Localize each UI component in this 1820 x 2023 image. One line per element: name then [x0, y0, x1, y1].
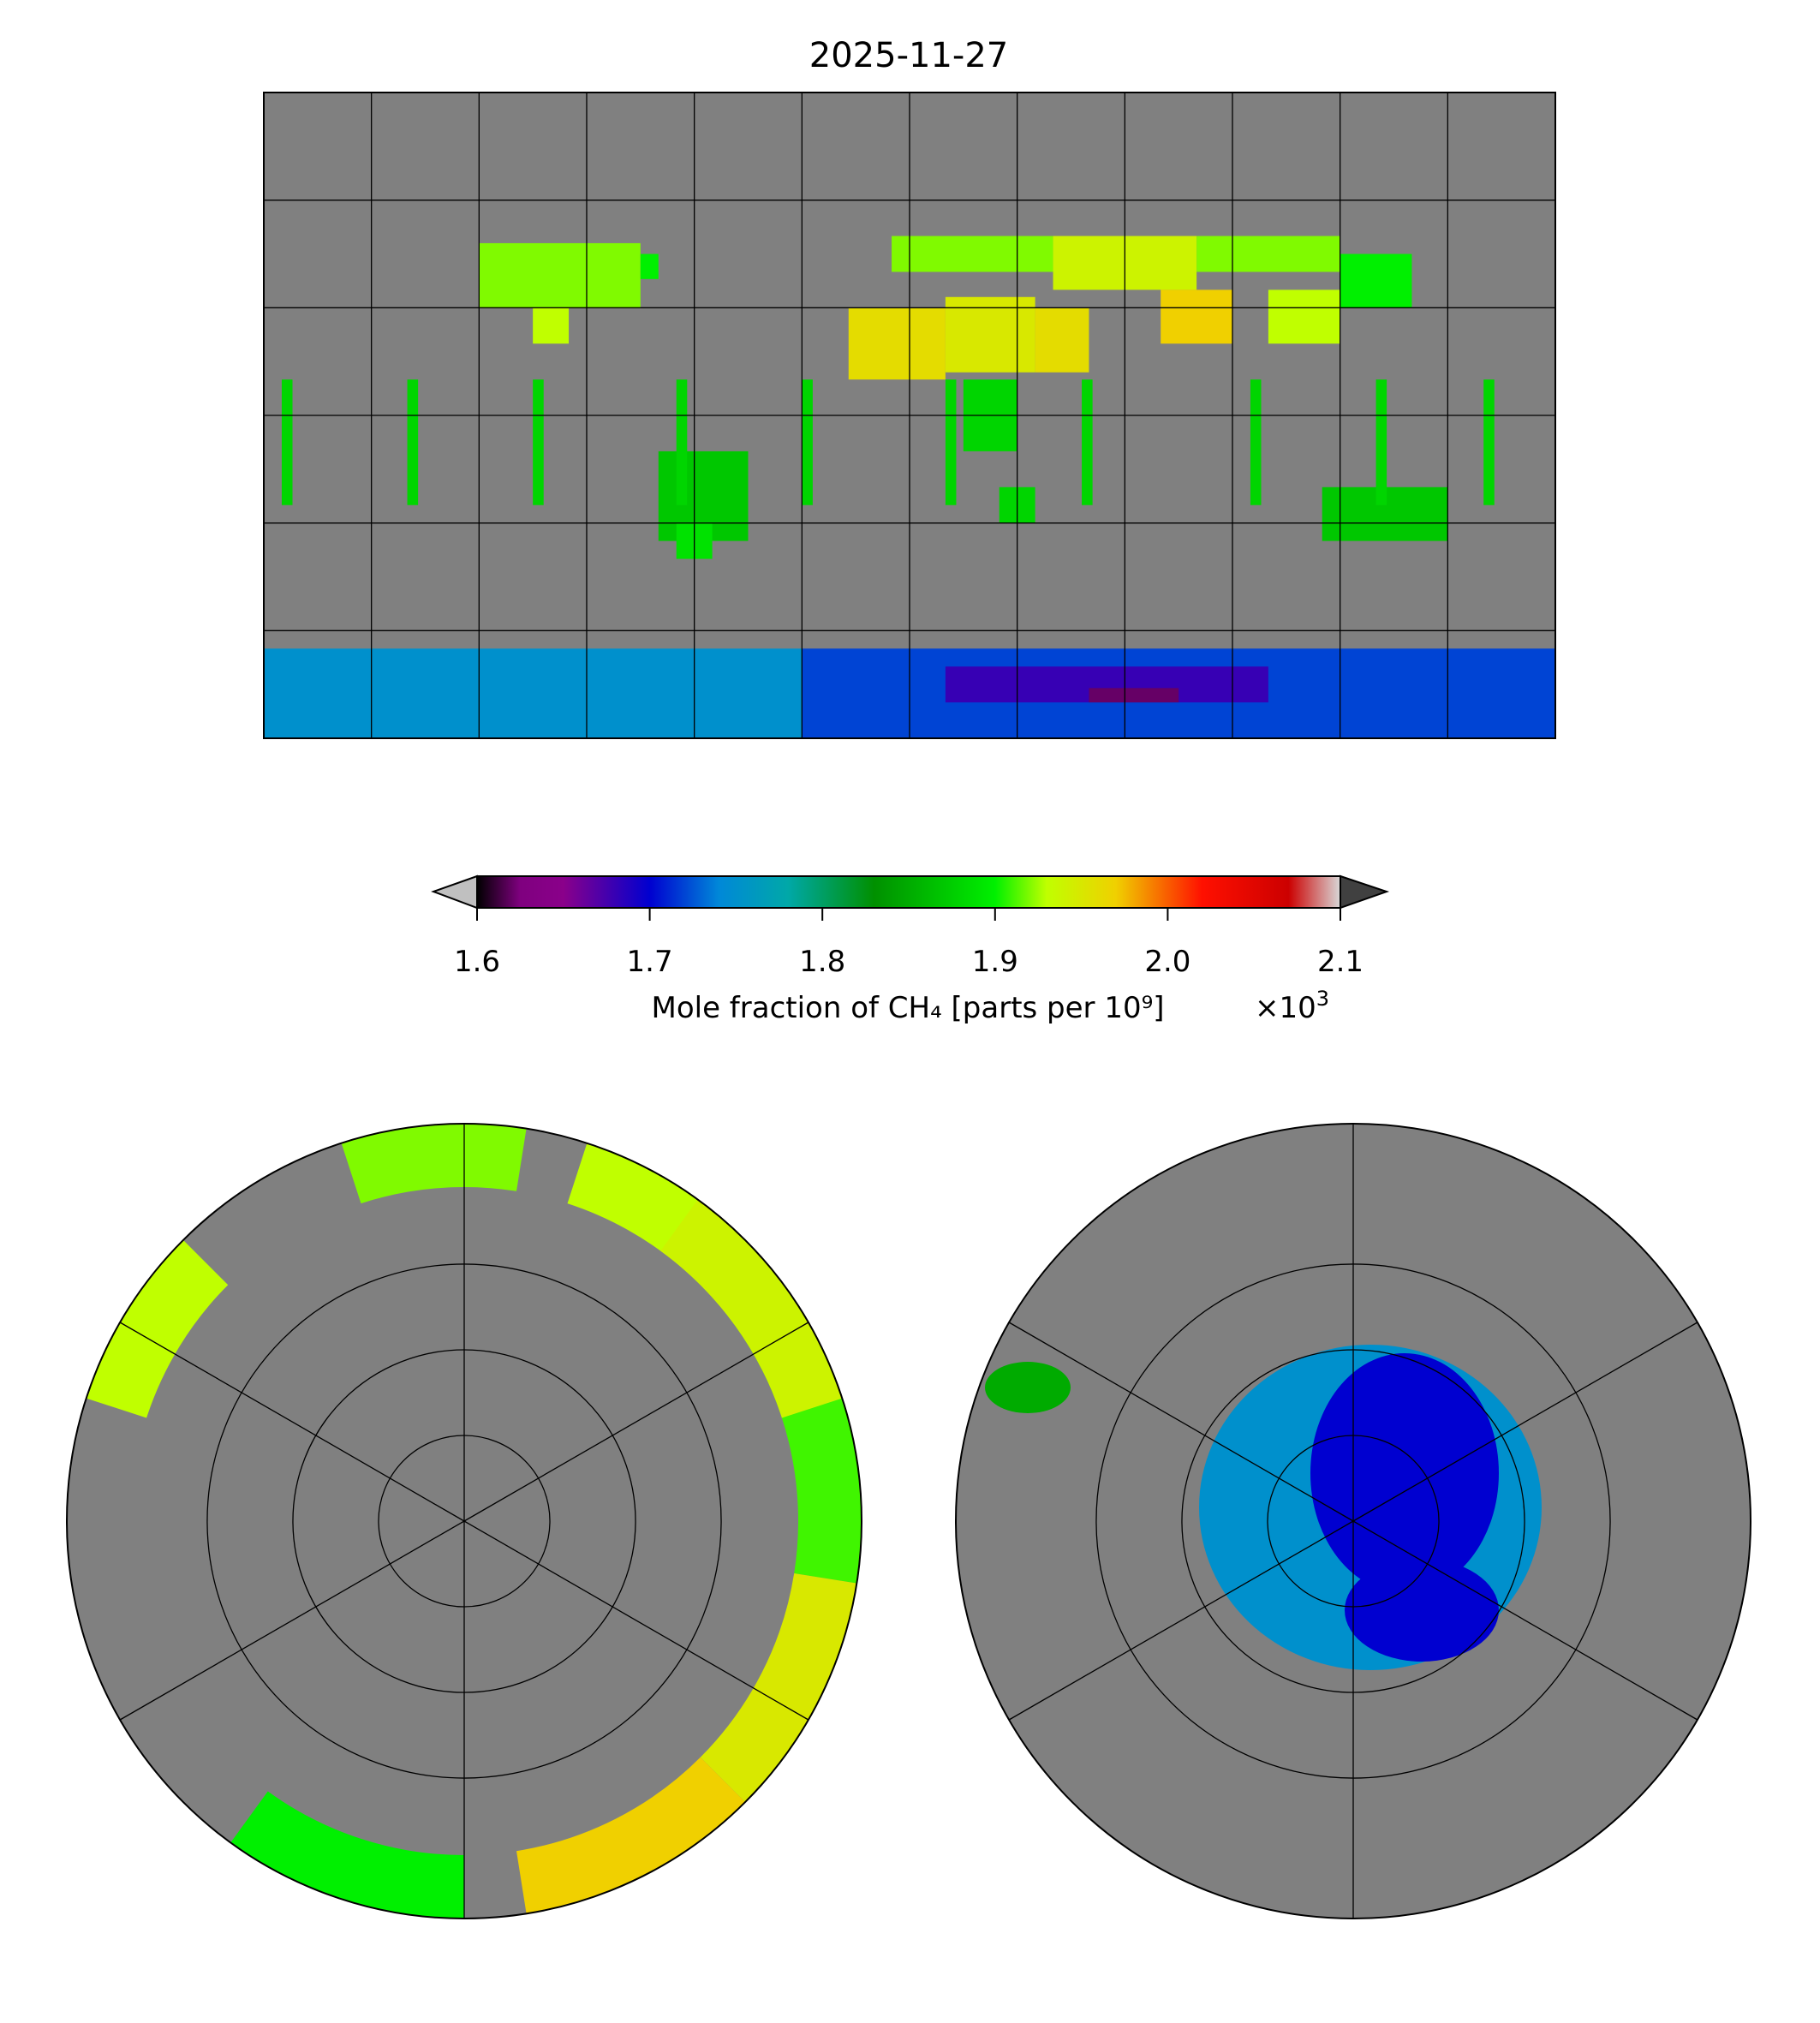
data-patch	[945, 296, 1035, 373]
data-patch	[227, 1791, 464, 1919]
colorbar-under-extension	[431, 874, 478, 910]
data-swath	[1375, 379, 1387, 505]
longitude-line	[1008, 1520, 1354, 1721]
colorbar-over-extension	[1340, 874, 1390, 910]
map-frame	[263, 92, 1556, 739]
data-patch	[339, 1124, 528, 1204]
data-patch	[479, 242, 641, 308]
data-swath	[1483, 379, 1495, 505]
multiplier-exponent: 3	[1316, 987, 1329, 1011]
multiplier-base: ×10	[1255, 991, 1316, 1025]
colorbar-tick-label: 1.6	[454, 945, 500, 979]
south-america-data	[985, 1362, 1071, 1413]
longitude-line	[119, 1322, 465, 1522]
longitude-line	[1352, 1520, 1698, 1721]
data-patch	[81, 1236, 229, 1418]
data-patch	[848, 307, 946, 380]
data-patch	[1196, 236, 1340, 272]
colorbar-tick-label: 1.9	[972, 945, 1018, 979]
data-patch	[660, 1195, 847, 1418]
data-patch	[1161, 289, 1232, 344]
longitude-line	[1352, 1322, 1698, 1522]
data-patch	[640, 254, 659, 279]
antarctica-low-data	[1310, 1353, 1499, 1593]
longitude-line	[463, 1322, 809, 1522]
data-patch	[1268, 289, 1340, 344]
south-polar-frame	[955, 1123, 1751, 1919]
global-map	[263, 92, 1556, 739]
data-swath	[1082, 379, 1093, 505]
data-patch	[516, 1757, 749, 1919]
colorbar-label: Mole fraction of CH₄ [parts per 10⁹]	[651, 991, 1164, 1025]
colorbar-tick-label: 1.7	[627, 945, 673, 979]
colorbar-tick-label: 2.0	[1144, 945, 1190, 979]
longitude-line	[1008, 1322, 1354, 1522]
south-polar-map	[955, 1123, 1751, 1919]
longitude-line	[119, 1520, 465, 1721]
data-swath	[802, 379, 813, 505]
colorbar-tick-label: 2.1	[1317, 945, 1364, 979]
data-swath	[407, 379, 419, 505]
antarctica-low-data	[1345, 1559, 1499, 1662]
data-swath	[533, 379, 544, 505]
colorbar-multiplier: ×103	[1255, 987, 1329, 1025]
data-patch	[1089, 688, 1179, 703]
data-swath	[676, 379, 688, 505]
colorbar-gradient	[476, 875, 1341, 909]
data-swath	[945, 379, 957, 505]
data-patch	[1340, 254, 1412, 308]
data-patch	[892, 236, 1053, 272]
data-patch	[533, 307, 570, 344]
data-patch	[264, 648, 803, 738]
north-polar-map	[66, 1123, 862, 1919]
data-patch	[1035, 307, 1089, 373]
chart-title: 2025-11-27	[809, 36, 1008, 75]
colorbar: 1.6 1.7 1.8 1.9 2.0 2.1 Mole fraction of CH₄ …	[431, 874, 1390, 1025]
colorbar-tick-label: 1.8	[799, 945, 845, 979]
data-patch	[700, 1573, 862, 1806]
north-polar-frame	[66, 1123, 862, 1919]
longitude-line	[463, 1520, 809, 1721]
data-swath	[281, 379, 293, 505]
data-swath	[1250, 379, 1262, 505]
